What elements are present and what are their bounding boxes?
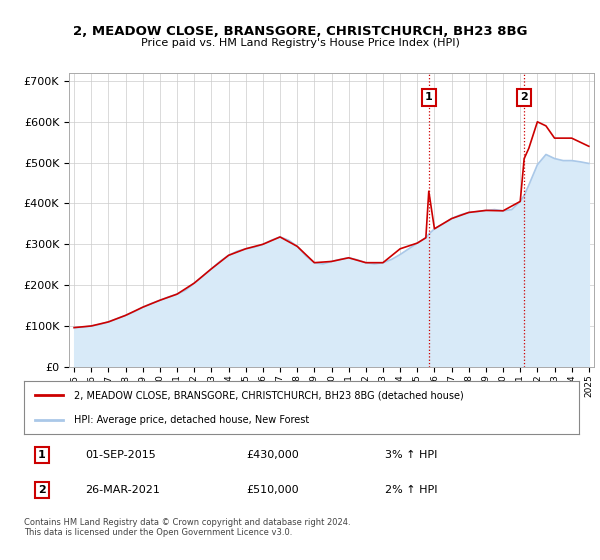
Text: Contains HM Land Registry data © Crown copyright and database right 2024.
This d: Contains HM Land Registry data © Crown c… <box>24 518 350 538</box>
Text: 2% ↑ HPI: 2% ↑ HPI <box>385 485 437 495</box>
Text: 2: 2 <box>38 485 46 495</box>
Text: 01-SEP-2015: 01-SEP-2015 <box>85 450 156 460</box>
Text: 2: 2 <box>520 92 528 102</box>
Text: 26-MAR-2021: 26-MAR-2021 <box>85 485 160 495</box>
Text: £510,000: £510,000 <box>246 485 299 495</box>
Text: Price paid vs. HM Land Registry's House Price Index (HPI): Price paid vs. HM Land Registry's House … <box>140 38 460 48</box>
Text: £430,000: £430,000 <box>246 450 299 460</box>
Text: 1: 1 <box>425 92 433 102</box>
Text: 2, MEADOW CLOSE, BRANSGORE, CHRISTCHURCH, BH23 8BG: 2, MEADOW CLOSE, BRANSGORE, CHRISTCHURCH… <box>73 25 527 38</box>
Text: 2, MEADOW CLOSE, BRANSGORE, CHRISTCHURCH, BH23 8BG (detached house): 2, MEADOW CLOSE, BRANSGORE, CHRISTCHURCH… <box>74 390 464 400</box>
Text: HPI: Average price, detached house, New Forest: HPI: Average price, detached house, New … <box>74 414 309 424</box>
Text: 3% ↑ HPI: 3% ↑ HPI <box>385 450 437 460</box>
Text: 1: 1 <box>38 450 46 460</box>
